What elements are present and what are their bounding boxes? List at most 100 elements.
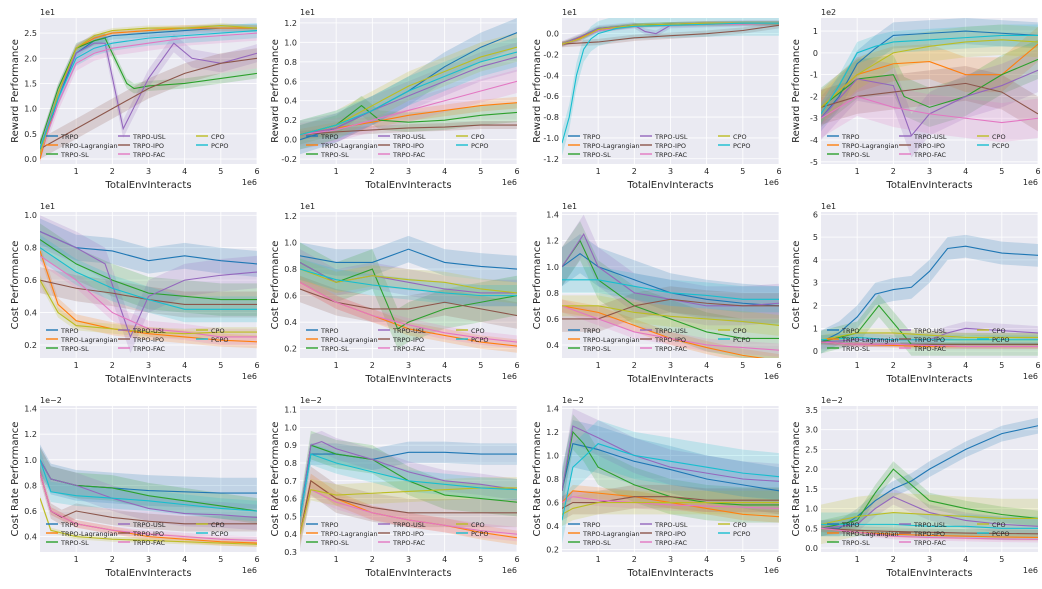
y-exponent-label: 1e−2 <box>562 396 584 405</box>
y-axis-label: Reward Performance <box>270 39 281 143</box>
legend-entry: TRPO-Lagrangian <box>320 142 378 150</box>
y-tick-label: 0.0 <box>284 136 297 145</box>
legend-entry: CPO <box>211 521 225 529</box>
legend-entry: TRPO-Lagrangian <box>320 530 378 538</box>
legend-entry: TRPO <box>582 327 601 335</box>
x-tick-label: 4 <box>182 167 187 176</box>
x-tick-label: 2 <box>110 555 115 564</box>
x-axis-label: TotalEnvInteracts <box>626 180 713 191</box>
series-line-trpo-ipo <box>562 496 779 509</box>
series-band-trpo-lagrangian <box>300 275 517 353</box>
y-tick-label: -2 <box>810 92 818 101</box>
x-tick-label: 3 <box>927 167 932 176</box>
series-line-trpo-sl <box>40 37 257 145</box>
series-band-cpo <box>562 295 779 336</box>
y-exponent-label: 1e1 <box>300 8 315 17</box>
series-band-trpo-usl <box>300 430 517 528</box>
chart-panel-10: 1 2 3 4 5 6 0.3 0.4 0.5 0.6 0.7 0.8 0.9 1.0 1.11e−2 1e6… <box>270 396 520 579</box>
x-axis-label: TotalEnvInteracts <box>364 568 451 579</box>
x-tick-label: 2 <box>110 361 115 370</box>
series-band-trpo <box>40 218 257 277</box>
x-axis-label: TotalEnvInteracts <box>885 568 972 579</box>
legend-entry: TRPO <box>320 521 339 529</box>
series-line-pcpo <box>40 247 257 310</box>
series-band-trpo-lagrangian <box>821 26 1038 125</box>
series-line-cpo <box>821 332 1038 341</box>
legend-entry: PCPO <box>211 142 229 150</box>
y-tick-label: -0.2 <box>281 155 297 164</box>
x-tick-label: 4 <box>704 361 709 370</box>
series-line-trpo-ipo <box>40 57 257 150</box>
legend-entry: TRPO-USL <box>392 133 426 141</box>
x-tick-label: 1 <box>855 555 860 564</box>
series-line-trpo-fac <box>821 527 1038 540</box>
series-line-trpo-fac <box>562 305 779 351</box>
x-tick-label: 2 <box>632 555 637 564</box>
series-band-pcpo <box>821 332 1038 345</box>
y-tick-label: -0.6 <box>543 92 559 101</box>
x-tick-label: 1 <box>334 555 339 564</box>
series-band-trpo-usl <box>821 48 1038 158</box>
series-line-pcpo <box>40 30 257 150</box>
series-layer <box>562 18 779 156</box>
series-line-trpo-usl <box>40 42 257 150</box>
series-line-trpo-sl <box>821 58 1038 108</box>
chart-panel-1: 1 2 3 4 5 6 0.0 0.5 1.0 1.5 2.0 2.5 1e1 1e6 TotalEnvIn… <box>10 8 260 191</box>
series-band-trpo-usl <box>40 446 257 531</box>
legend-entry: TRPO-SL <box>582 345 611 353</box>
y-tick-label: 3.5 <box>805 406 818 415</box>
y-tick-label: 0.2 <box>24 341 37 350</box>
legend-entry: TRPO-SL <box>582 539 611 547</box>
series-line-trpo <box>40 27 257 155</box>
legend-entry: CPO <box>992 133 1006 141</box>
y-axis-label: Cost Performance <box>270 241 281 330</box>
y-tick-label: 0.5 <box>805 524 818 533</box>
y-tick-label: 1.2 <box>546 237 559 246</box>
series-line-pcpo <box>562 22 779 144</box>
legend-entry: TRPO-SL <box>841 151 870 159</box>
y-tick-label: 2 <box>813 302 818 311</box>
y-tick-label: 0.8 <box>546 289 559 298</box>
legend-entry: TRPO-USL <box>132 327 166 335</box>
x-tick-label: 5 <box>999 361 1004 370</box>
x-tick-label: 4 <box>963 555 968 564</box>
y-tick-label: 1.0 <box>546 451 559 460</box>
x-exponent-label: 1e6 <box>242 372 257 381</box>
y-tick-label: 0.7 <box>284 477 297 486</box>
series-line-trpo <box>562 443 779 492</box>
y-tick-label: 1 <box>813 324 818 333</box>
x-tick-label: 2 <box>370 555 375 564</box>
y-axis-label: Reward Performance <box>10 39 21 143</box>
series-line-trpo-sl <box>300 444 517 517</box>
series-band-trpo-fac <box>40 468 257 545</box>
y-exponent-label: 1e1 <box>40 202 55 211</box>
x-tick-label: 3 <box>927 555 932 564</box>
series-line-trpo-ipo <box>821 527 1038 535</box>
x-tick-label: 2 <box>110 167 115 176</box>
y-tick-label: 0.3 <box>284 548 297 557</box>
x-tick-label: 3 <box>668 167 673 176</box>
series-line-cpo <box>562 501 779 515</box>
y-tick-label: 1.0 <box>24 105 37 114</box>
y-axis-label: Cost Performance <box>10 241 21 330</box>
y-axis-label: Cost Rate Performance <box>10 422 21 537</box>
y-tick-label: 0.8 <box>284 58 297 67</box>
legend-entry: TRPO-USL <box>392 521 426 529</box>
series-line-trpo-fac <box>821 95 1038 124</box>
series-line-pcpo <box>40 459 257 512</box>
legend-entry: TRPO <box>320 133 339 141</box>
legend-entry: TRPO-USL <box>654 133 688 141</box>
y-tick-label: 0.6 <box>546 315 559 324</box>
y-exponent-label: 1e−2 <box>821 396 843 405</box>
y-exponent-label: 1e1 <box>562 202 577 211</box>
series-band-trpo-sl <box>821 39 1038 127</box>
legend-entry: TRPO <box>60 521 79 529</box>
y-tick-label: -0.8 <box>543 113 559 122</box>
legend-entry: PCPO <box>471 336 489 344</box>
x-tick-label: 4 <box>182 361 187 370</box>
x-tick-label: 2 <box>632 167 637 176</box>
series-line-trpo-fac <box>300 281 517 343</box>
x-tick-label: 5 <box>740 361 745 370</box>
series-line-cpo <box>40 498 257 545</box>
series-layer <box>300 430 517 549</box>
